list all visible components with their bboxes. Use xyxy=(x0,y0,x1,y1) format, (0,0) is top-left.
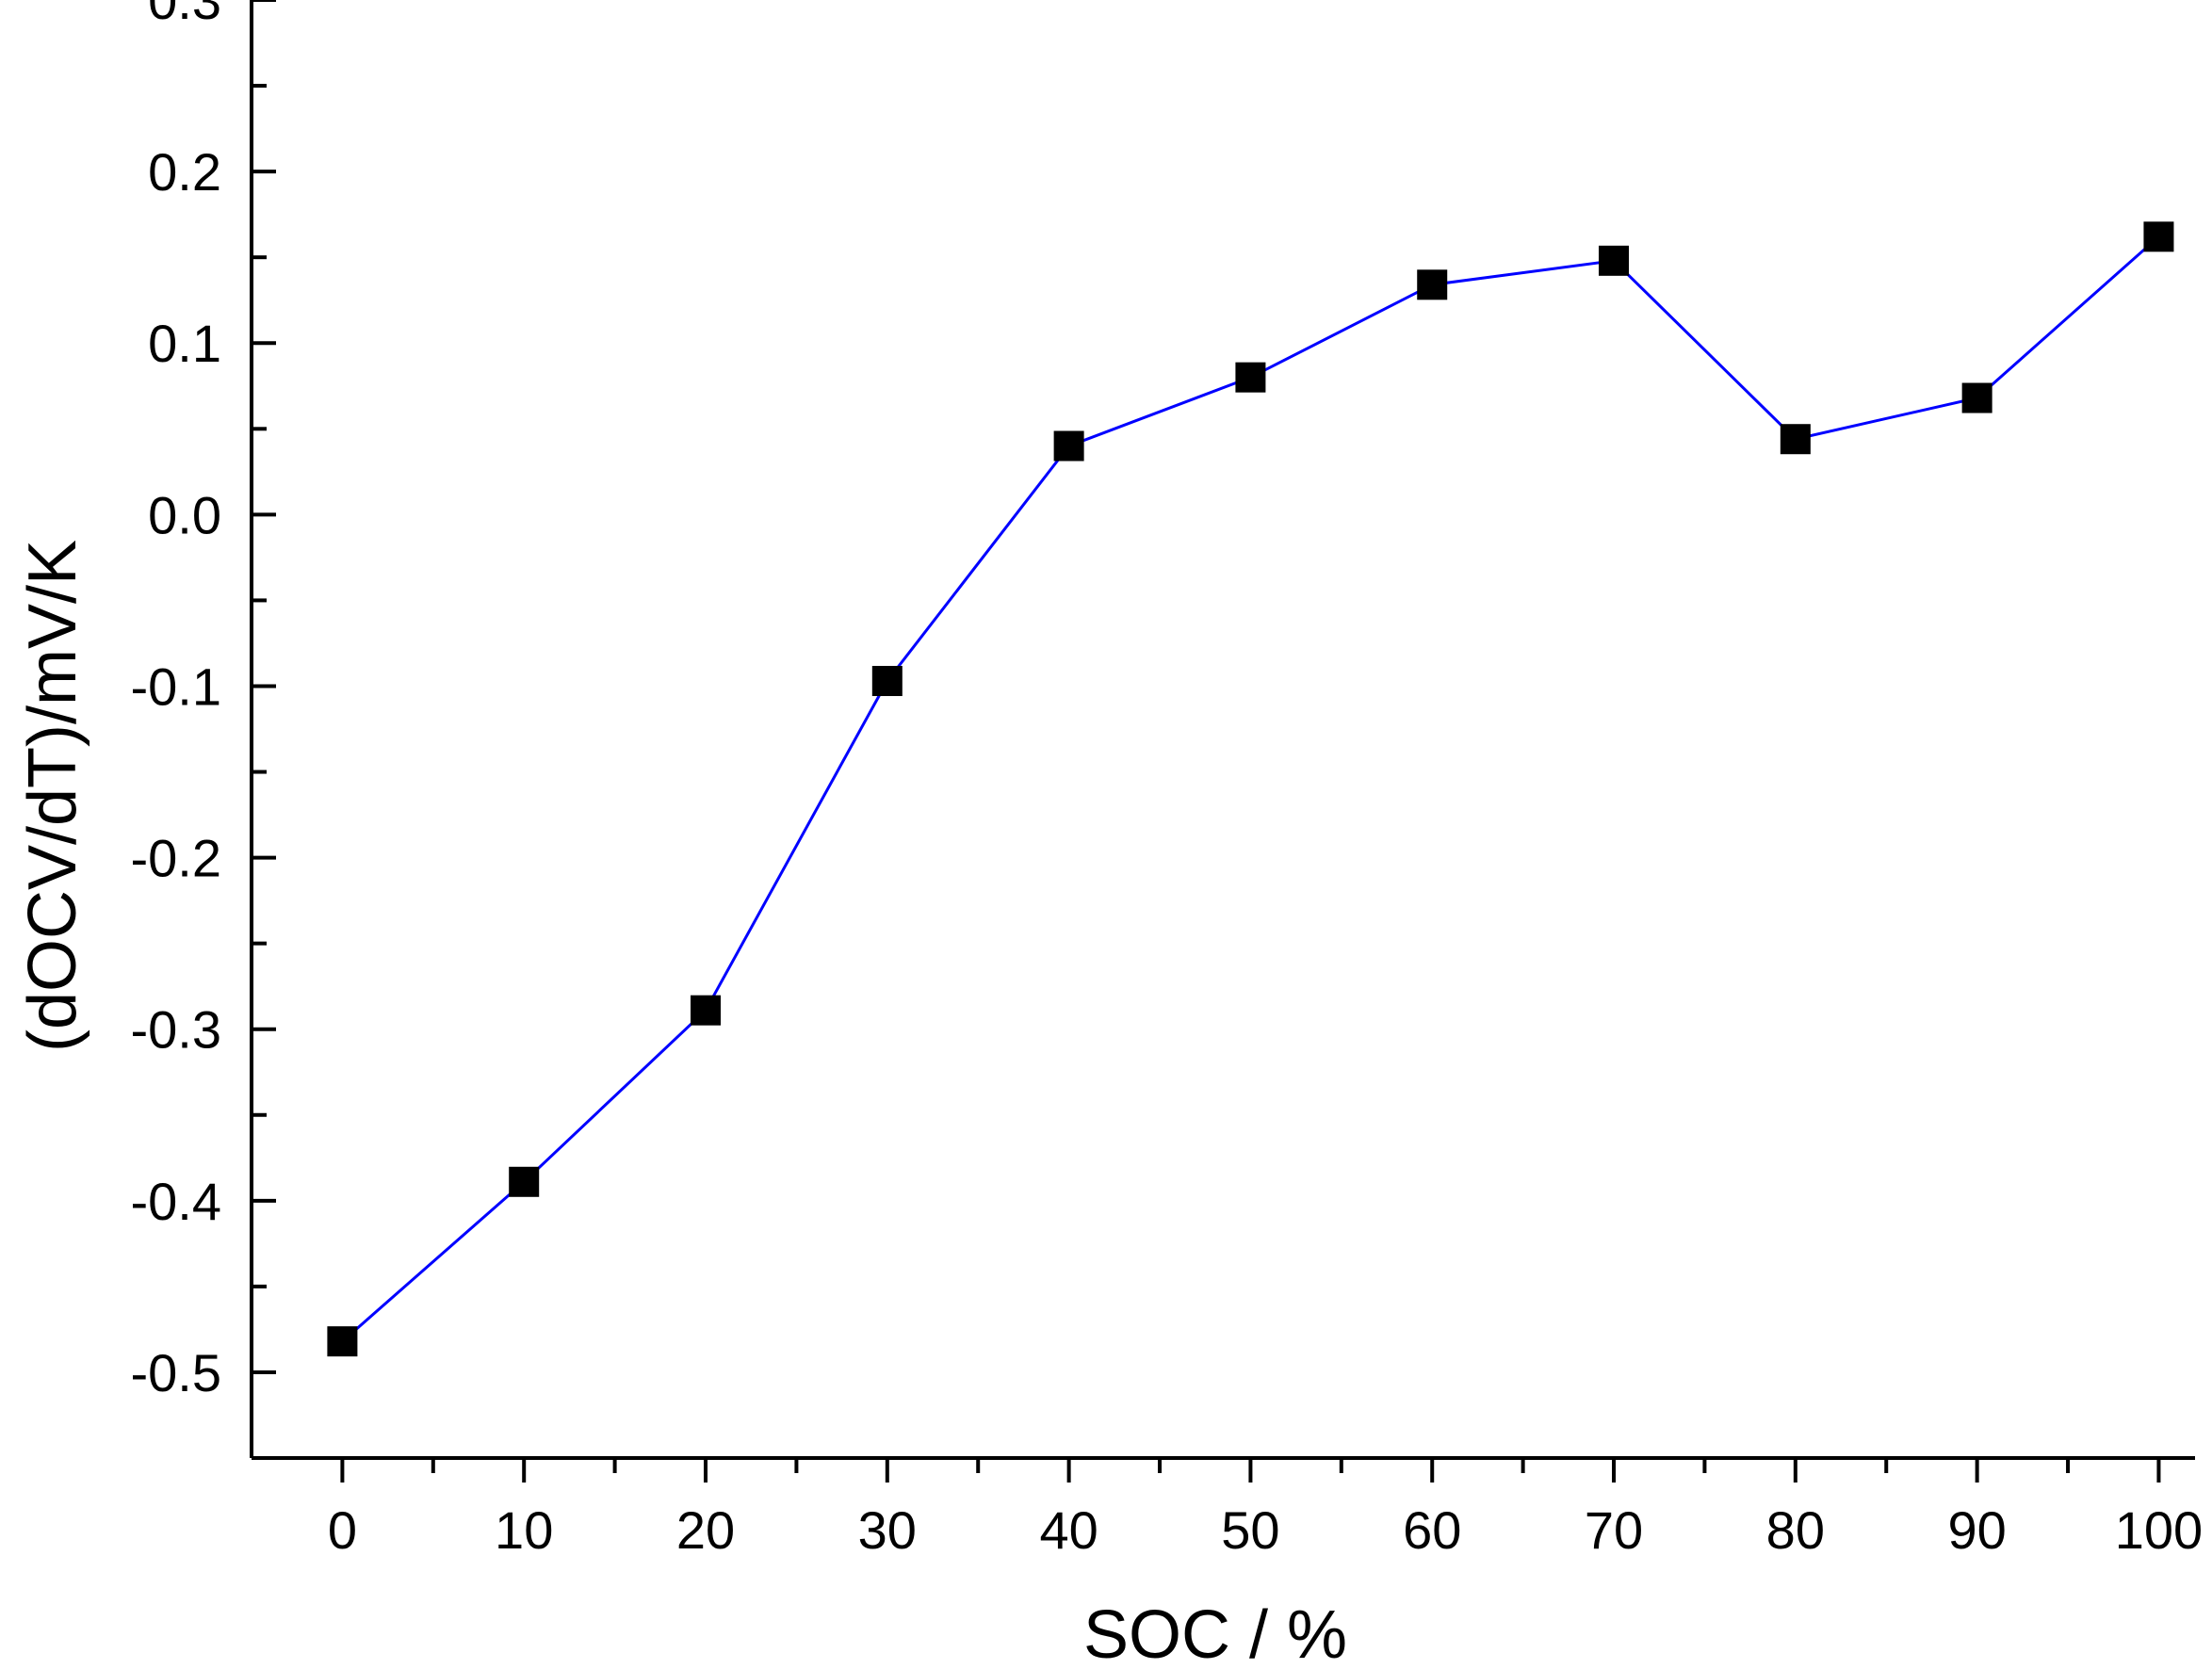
x-tick-label: 80 xyxy=(1766,1500,1825,1560)
data-point-marker xyxy=(509,1166,540,1197)
data-point-marker xyxy=(1417,269,1448,300)
y-tick-label: -0.4 xyxy=(131,1172,222,1231)
x-tick-label: 100 xyxy=(2115,1500,2203,1560)
data-point-marker xyxy=(871,666,903,697)
y-tick-label: 0.3 xyxy=(148,0,221,30)
x-tick-label: 0 xyxy=(328,1500,357,1560)
x-axis-title: SOC / % xyxy=(1083,1597,1347,1669)
data-point-marker xyxy=(1053,430,1084,462)
data-point-marker xyxy=(1599,245,1630,276)
x-tick-label: 60 xyxy=(1403,1500,1461,1560)
series-layer xyxy=(327,221,2174,1357)
x-axis-ticks: 0 10 20 30 40 50 60 70 80 90 100 xyxy=(328,1458,2203,1560)
data-point-marker xyxy=(2143,221,2174,252)
plot-area: 0 10 20 30 40 50 60 70 80 90 100 -0.5-0.4-0.3-0.2-… xyxy=(131,0,2203,1560)
y-tick-label: 0.1 xyxy=(148,314,221,373)
x-tick-label: 70 xyxy=(1585,1500,1643,1560)
x-tick-label: 50 xyxy=(1221,1500,1279,1560)
y-tick-label: 0.2 xyxy=(148,142,221,202)
series-line xyxy=(341,235,2160,1343)
data-point-marker xyxy=(1961,382,1992,413)
x-tick-label: 20 xyxy=(676,1500,735,1560)
x-tick-label: 10 xyxy=(495,1500,553,1560)
x-tick-label: 90 xyxy=(1947,1500,2006,1560)
y-tick-label: -0.2 xyxy=(131,829,222,888)
y-tick-label: 0.0 xyxy=(148,485,221,544)
y-tick-label: -0.5 xyxy=(131,1343,222,1402)
x-tick-label: 40 xyxy=(1039,1500,1098,1560)
y-tick-label: -0.3 xyxy=(131,1000,222,1060)
y-axis-title: (dOCV/dT)/mV/K xyxy=(15,540,90,1052)
y-axis-ticks: -0.5 -0.4 -0.3 -0.2 -0.1 0.0 0.1 0.2 0.3 xyxy=(131,0,276,1402)
data-point-marker xyxy=(691,995,722,1026)
x-tick-label: 30 xyxy=(858,1500,917,1560)
data-point-marker xyxy=(1780,424,1811,455)
data-point-marker xyxy=(327,1326,358,1357)
y-tick-label: -0.1 xyxy=(131,656,222,716)
data-point-marker xyxy=(1235,362,1266,393)
